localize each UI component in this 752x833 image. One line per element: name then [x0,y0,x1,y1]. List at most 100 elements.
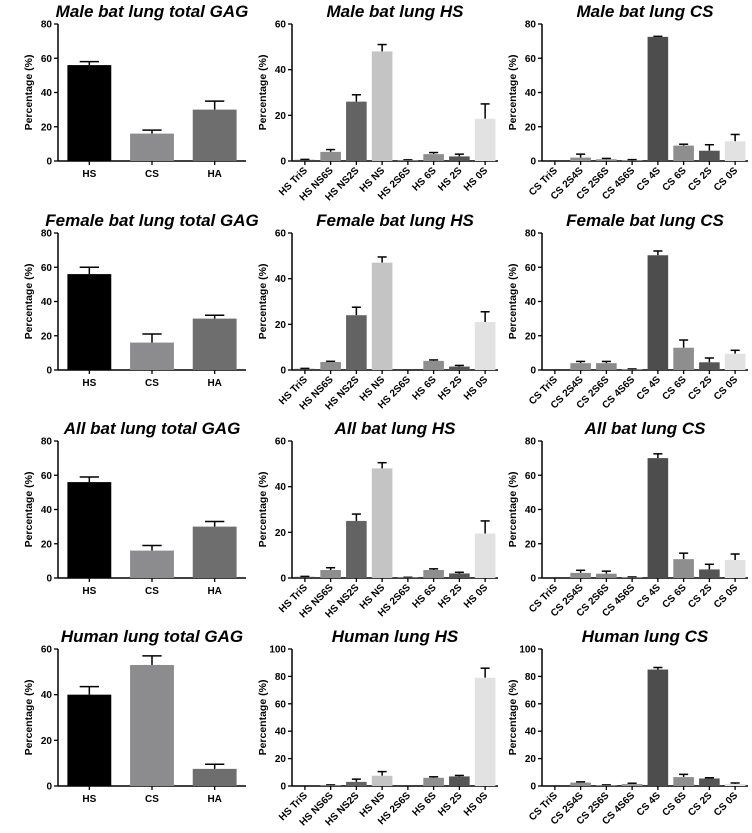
bar [724,141,746,161]
x-tick-label: HS [82,378,96,389]
y-tick-label: 60 [41,645,53,656]
y-tick-label: 0 [530,782,536,793]
bar [371,468,393,578]
x-tick-label: CS [145,378,159,389]
y-tick-label: 60 [525,471,537,482]
y-tick-label: 80 [41,437,53,448]
bar [724,783,746,786]
y-axis-label: Percentage (%) [23,264,35,340]
bar [294,159,316,161]
bar [596,573,617,578]
bar [192,526,237,578]
x-tick-label: CS 4S [635,165,663,193]
y-tick-label: 0 [46,574,52,585]
y-tick-label: 20 [41,539,53,550]
x-tick-label: HS 0S [462,582,490,610]
x-tick-label: HS [82,794,96,805]
x-tick-label: CS [145,169,159,180]
y-tick-label: 40 [275,727,287,738]
bar [570,572,591,578]
bar [647,36,669,161]
bar [699,778,720,786]
bar [449,156,470,161]
bar [371,262,393,370]
y-axis-label: Percentage (%) [257,472,269,548]
x-tick-label: HS 6S [411,582,439,610]
x-tick-label: CS 6S [661,374,689,402]
chart-title: Male bat lung CS [577,2,715,21]
bar [596,159,617,161]
bar [570,782,591,786]
y-tick-label: 60 [275,229,287,240]
x-tick-label: CS 6S [661,582,689,610]
y-tick-label: 20 [525,122,537,133]
y-tick-label: 0 [46,366,52,377]
x-tick-label: HS 2S [436,790,464,818]
x-tick-label: HS 2S [436,582,464,610]
x-tick-label: HS 6S [411,165,439,193]
chart-title: All bat lung CS [584,419,707,438]
bar [346,520,367,578]
bar [423,360,444,370]
bar [449,776,470,786]
y-tick-label: 100 [519,645,536,656]
y-tick-label: 60 [525,699,537,710]
x-tick-label: HS [82,586,96,597]
y-tick-label: 60 [275,699,287,710]
bar [699,362,720,370]
bar [474,677,496,786]
chart-title: Female bat lung total GAG [45,211,258,230]
bar [621,160,643,161]
chart-panel: Female bat lung CS Percentage (%) 0 20 40 60 8… [507,211,748,411]
bar [647,669,669,786]
bar [192,318,237,370]
bar [570,157,591,161]
x-tick-label: CS 2S [686,790,714,818]
bar [320,785,341,786]
y-tick-label: 40 [525,727,537,738]
y-tick-label: 0 [530,366,536,377]
bar [474,533,496,578]
y-tick-label: 40 [275,274,287,285]
x-tick-label: HA [207,794,221,805]
chart-panel: Human lung HS Percentage (%) 0 20 40 60 80 100 H… [257,627,498,828]
chart-panel: Female bat lung HS Percentage (%) 0 20 40 60 H… [257,211,498,412]
x-tick-label: HS 0S [462,374,490,402]
y-tick-label: 20 [275,111,287,122]
bar [673,347,694,370]
bar [449,366,470,370]
y-tick-label: 60 [275,437,287,448]
y-tick-label: 60 [525,54,537,65]
y-tick-label: 20 [525,539,537,550]
bar [621,577,643,578]
bar [346,781,367,786]
y-tick-label: 80 [525,20,537,31]
bar [397,160,419,161]
bar [647,255,669,370]
y-tick-label: 40 [275,482,287,493]
y-tick-label: 40 [525,505,537,516]
chart-title: All bat lung HS [334,419,457,438]
x-tick-label: CS 6S [661,165,689,193]
bar [320,362,341,370]
bar [724,353,746,370]
chart-title: Female bat lung CS [566,211,724,230]
y-axis-label: Percentage (%) [257,55,269,131]
chart-panel: Male bat lung CS Percentage (%) 0 20 40 60 80 C… [507,2,748,202]
y-tick-label: 20 [41,736,53,747]
y-tick-label: 0 [46,782,52,793]
y-tick-label: 0 [280,157,286,168]
y-axis-label: Percentage (%) [507,55,519,131]
bar [130,664,174,786]
y-tick-label: 40 [275,65,287,76]
bar [130,550,174,578]
y-tick-label: 20 [41,331,53,342]
x-tick-label: HS 6S [411,790,439,818]
y-axis-label: Percentage (%) [507,472,519,548]
bar [724,560,746,578]
bar [673,559,694,578]
x-tick-label: HS 6S [411,374,439,402]
y-tick-label: 0 [46,157,52,168]
x-tick-label: CS 0S [712,374,740,402]
